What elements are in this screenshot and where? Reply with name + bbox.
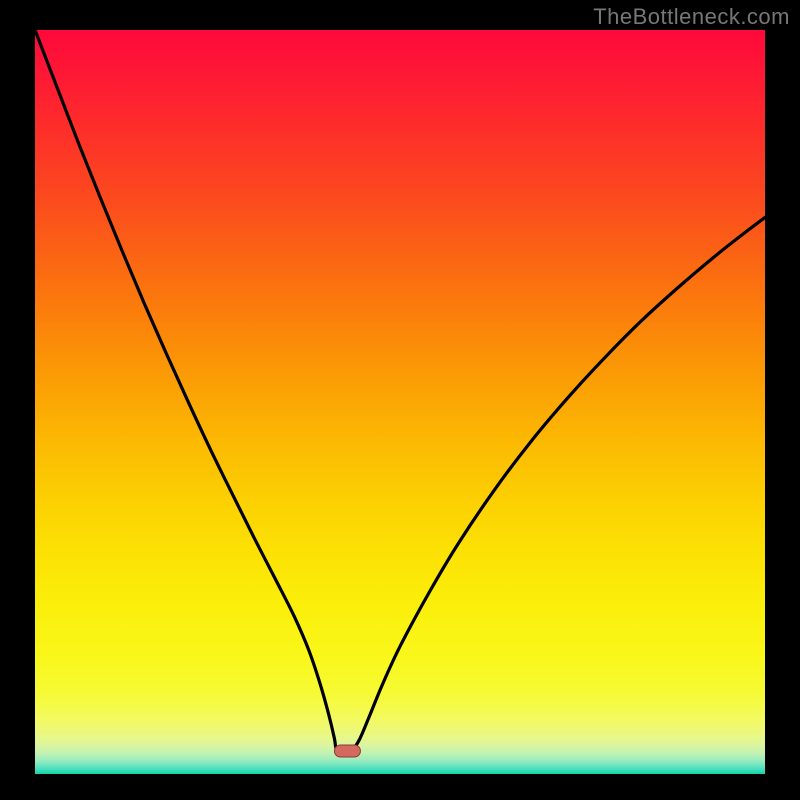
bottleneck-chart	[0, 0, 800, 800]
chart-container: TheBottleneck.com	[0, 0, 800, 800]
chart-background-gradient	[35, 30, 765, 774]
optimal-point-marker	[334, 745, 360, 757]
watermark-text: TheBottleneck.com	[593, 4, 790, 30]
